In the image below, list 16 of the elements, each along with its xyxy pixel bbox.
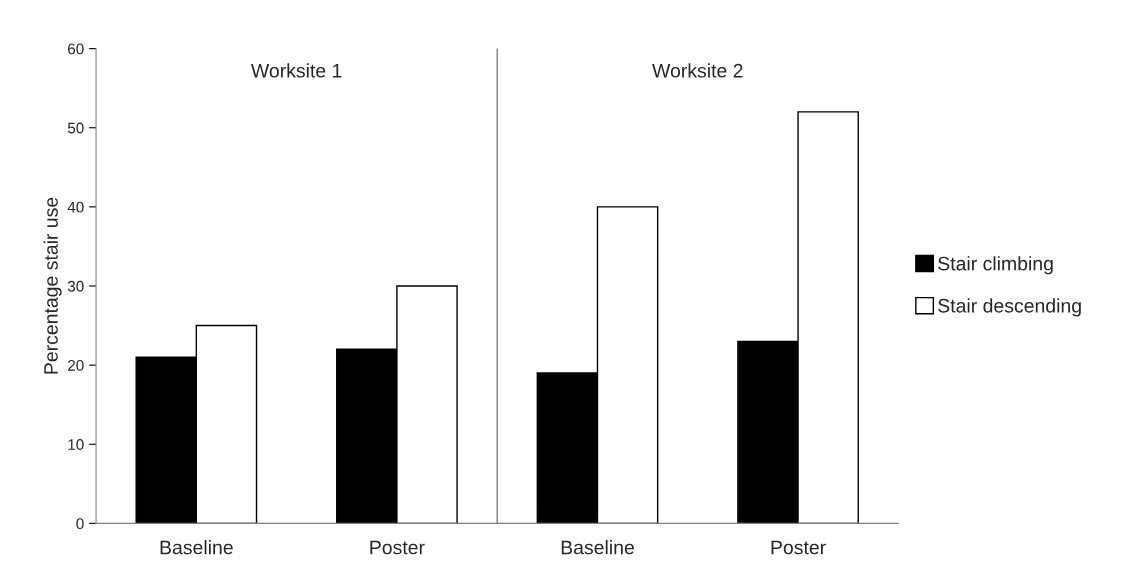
y-tick-label: 30 [67,280,84,292]
annotation: Worksite 2 [652,63,743,78]
x-tick-label: Baseline [561,540,634,555]
y-tick-label: 50 [67,122,84,134]
y-tick-label: 40 [67,201,84,213]
legend-label: Stair descending [938,298,1081,317]
x-tick-label: Poster [771,540,826,555]
y-tick-label: 60 [68,43,84,55]
y-tick-label: 10 [68,439,84,450]
legend-label: Stair climbing [938,256,1053,275]
x-tick-label: Poster [370,540,425,555]
y-tick-label: 0 [76,518,84,530]
y-tick-label: 20 [68,359,84,371]
x-tick-label: Baseline [160,540,233,555]
y-axis-title: Percentage stair use [43,197,62,374]
annotation: Worksite 1 [250,63,342,78]
